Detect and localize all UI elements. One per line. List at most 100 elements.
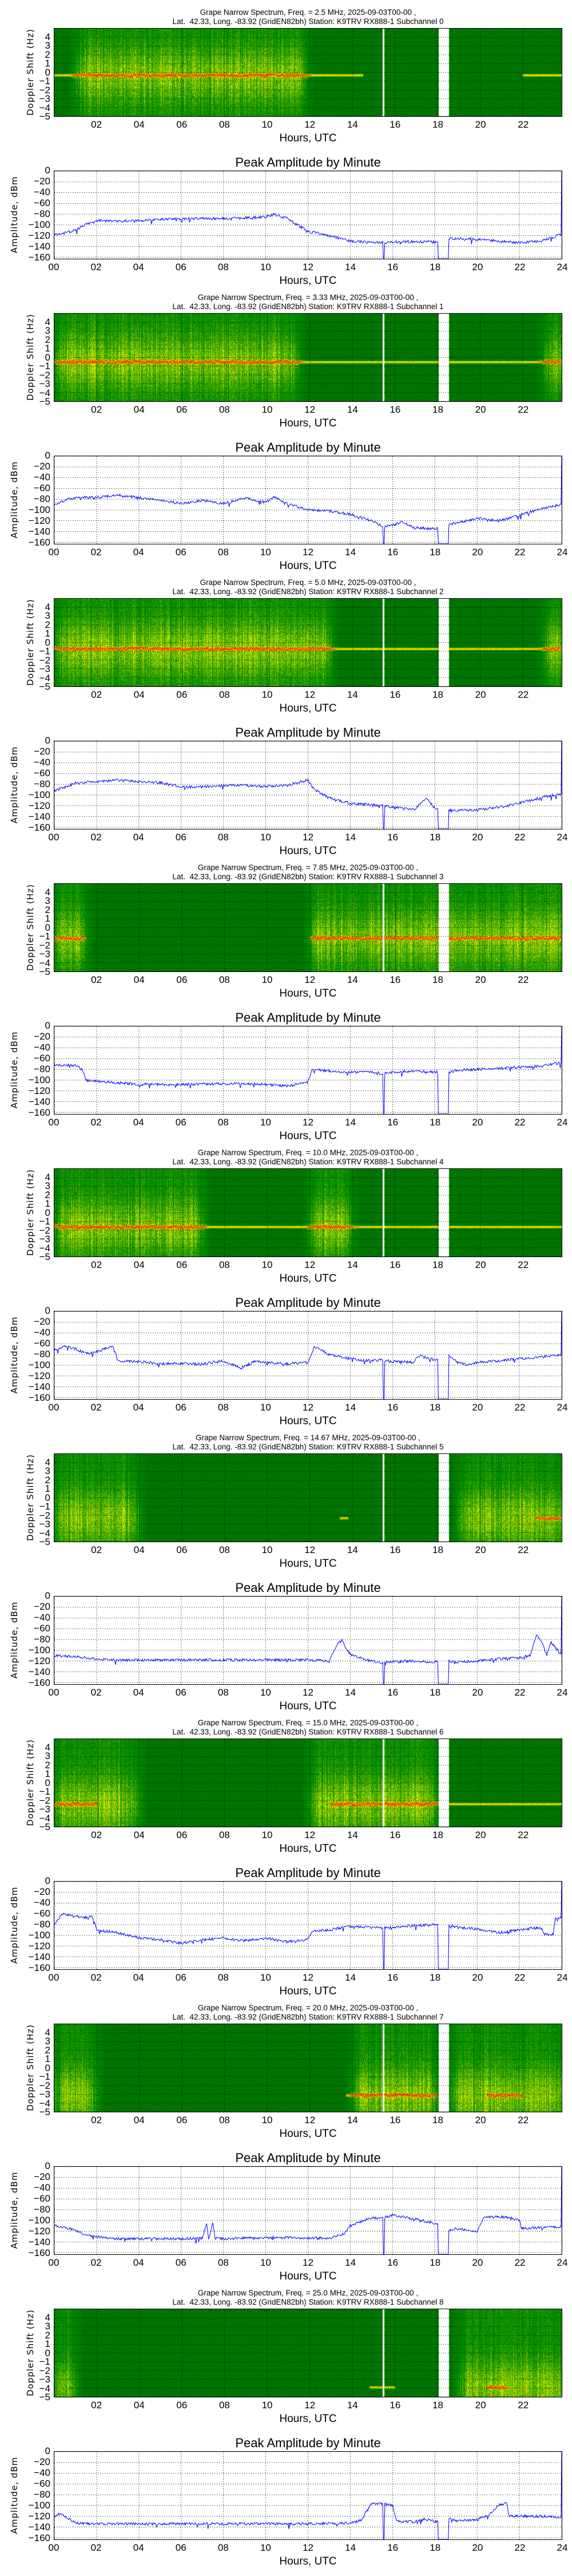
amplitude-chart-svg: [54, 1597, 562, 1684]
amplitude-chart-svg: [54, 1026, 562, 1114]
y-tick-label: 2: [45, 619, 50, 630]
amplitude-y-axis-label: Amplitude, dBm: [9, 1316, 19, 1394]
x-tick-label: 24: [557, 1117, 568, 1128]
x-tick-label: 12: [303, 1402, 313, 1413]
y-tick-label: −4: [39, 2097, 50, 2109]
y-tick-label: −80: [34, 779, 50, 790]
spectrogram-y-axis-label: Doppler Shift (Hz): [25, 599, 35, 686]
x-tick-label: 12: [304, 974, 316, 985]
x-tick-label: 22: [518, 119, 529, 130]
y-tick-label: 0: [45, 637, 50, 648]
y-tick-label: −2: [39, 2365, 50, 2376]
y-tick-label: −4: [39, 672, 50, 683]
x-tick-label: 06: [175, 1117, 186, 1128]
y-tick-label: −40: [34, 187, 50, 198]
x-tick-label: 04: [133, 119, 145, 130]
y-tick-label: 0: [45, 922, 50, 933]
amplitude-plot: [54, 1596, 562, 1685]
x-tick-label: 16: [387, 1972, 399, 1983]
x-tick-label: 12: [304, 2400, 316, 2411]
x-tick-label: 04: [133, 1687, 144, 1698]
spectrogram-image: [54, 884, 562, 971]
y-tick-label: −1: [39, 2356, 50, 2367]
x-tick-label: 10: [260, 2257, 271, 2268]
x-tick-label: 18: [430, 1117, 441, 1128]
y-tick-label: −140: [28, 2237, 50, 2248]
x-tick-label: 20: [472, 262, 483, 272]
x-tick-label: 12: [304, 119, 316, 130]
y-tick-label: 1: [45, 1483, 50, 1494]
x-tick-label: 12: [304, 689, 316, 700]
amplitude-chart-title: Peak Amplitude by Minute: [235, 725, 381, 740]
y-tick-label: −80: [34, 1919, 50, 1930]
x-tick-label: 04: [133, 832, 144, 843]
y-tick-label: −4: [39, 2383, 50, 2394]
x-tick-label: 18: [430, 547, 441, 558]
y-tick-label: −120: [28, 1941, 50, 1952]
amplitude-x-axis-label: Hours, UTC: [279, 275, 337, 287]
x-tick-label: 20: [475, 689, 486, 700]
y-tick-label: 2: [45, 334, 50, 345]
x-tick-label: 06: [176, 689, 188, 700]
spectrogram-plot: [54, 598, 562, 687]
x-tick-label: 00: [48, 1972, 59, 1983]
x-tick-label: 20: [475, 974, 486, 985]
x-tick-label: 12: [303, 547, 313, 558]
x-tick-label: 08: [219, 2115, 230, 2125]
y-tick-label: −1: [39, 931, 50, 942]
y-tick-label: −3: [39, 1234, 50, 1244]
y-tick-label: −4: [39, 1242, 50, 1254]
x-tick-label: 16: [390, 1544, 401, 1555]
x-tick-label: 10: [261, 404, 273, 415]
x-tick-label: 04: [133, 2257, 144, 2268]
spectrogram-plot: [54, 28, 562, 117]
x-tick-label: 16: [387, 1687, 399, 1698]
x-tick-label: 22: [518, 2400, 529, 2411]
y-tick-label: 3: [45, 1180, 50, 1191]
y-tick-label: 1: [45, 1768, 50, 1779]
y-tick-label: −20: [34, 461, 50, 472]
x-tick-label: 02: [91, 974, 102, 985]
y-tick-label: −5: [39, 1822, 50, 1832]
x-tick-label: 22: [518, 1830, 529, 1840]
y-tick-label: −1: [39, 1216, 50, 1227]
x-tick-label: 02: [90, 832, 102, 843]
spectrogram-x-axis-label: Hours, UTC: [279, 1273, 337, 1285]
y-tick-label: 0: [45, 2160, 50, 2171]
y-tick-label: −40: [34, 757, 50, 768]
spectrogram-image: [54, 1169, 562, 1257]
y-tick-label: −160: [28, 2532, 50, 2544]
y-tick-label: −2: [39, 939, 50, 951]
spectrogram-y-axis-label: Doppler Shift (Hz): [25, 1169, 35, 1256]
y-tick-label: −120: [28, 515, 50, 527]
x-tick-label: 20: [475, 1259, 486, 1270]
amplitude-x-axis-label: Hours, UTC: [279, 1985, 337, 1997]
y-tick-label: −120: [28, 800, 50, 812]
y-tick-label: −2: [39, 2080, 50, 2091]
x-tick-label: 12: [303, 1972, 313, 1983]
x-tick-label: 00: [48, 1402, 59, 1413]
y-tick-label: −1: [39, 646, 50, 657]
x-tick-label: 14: [345, 1687, 356, 1698]
y-tick-label: −20: [34, 1031, 50, 1042]
y-tick-label: −60: [34, 1053, 50, 1064]
spectrogram-y-axis-label: Doppler Shift (Hz): [25, 2024, 35, 2111]
panel-pair-6: Grape Narrow Spectrum, Freq. = 15.0 MHz,…: [0, 1710, 572, 1997]
y-tick-label: 3: [45, 2036, 50, 2046]
spectrogram-y-axis-label: Doppler Shift (Hz): [25, 1739, 35, 1826]
y-tick-label: −20: [34, 2456, 50, 2468]
spectrogram-x-axis-label: Hours, UTC: [279, 417, 337, 429]
y-tick-label: −1: [39, 2071, 50, 2082]
x-tick-label: 06: [176, 1830, 188, 1840]
x-tick-label: 08: [217, 2542, 229, 2553]
y-tick-label: −40: [34, 2467, 50, 2479]
x-tick-label: 16: [387, 262, 399, 272]
spectrogram-grid: [54, 2024, 562, 2112]
x-tick-label: 18: [430, 262, 441, 272]
spectrogram-plot: [54, 883, 562, 972]
x-tick-label: 18: [432, 689, 443, 700]
y-tick-label: −120: [28, 1370, 50, 1382]
x-tick-label: 24: [557, 1972, 568, 1983]
amplitude-x-axis-label: Hours, UTC: [279, 1700, 337, 1712]
spectrogram-grid: [54, 1739, 562, 1827]
